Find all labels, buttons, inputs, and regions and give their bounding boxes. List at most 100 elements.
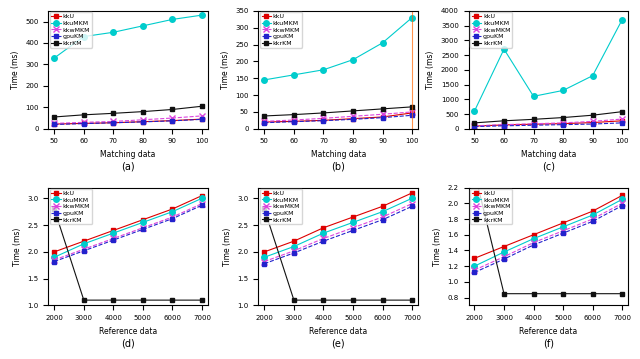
- kkuMKM: [139, 220, 147, 224]
- X-axis label: Matching data: Matching data: [100, 150, 156, 159]
- gpuKM: [559, 231, 567, 235]
- kkrKM: [109, 298, 117, 302]
- kkrKM: [349, 298, 357, 302]
- gpuKM: [51, 259, 58, 264]
- gpuKM: [349, 228, 357, 233]
- kkuMKM: [618, 197, 626, 201]
- kkU: [80, 121, 88, 126]
- kkuMKM: [139, 24, 147, 28]
- kkwMKM: [260, 259, 268, 264]
- Line: kkwMKM: kkwMKM: [51, 201, 205, 263]
- kkuMKM: [470, 109, 478, 113]
- Line: kkU: kkU: [472, 119, 624, 128]
- kkrKM: [290, 298, 298, 302]
- kkrKM: [139, 298, 147, 302]
- kkuMKM: [530, 94, 538, 98]
- kkU: [589, 209, 596, 213]
- gpuKM: [80, 121, 88, 126]
- Line: kkU: kkU: [52, 117, 204, 126]
- kkuMKM: [618, 18, 626, 22]
- kkwMKM: [198, 114, 206, 118]
- gpuKM: [408, 204, 416, 209]
- gpuKM: [379, 116, 387, 120]
- kkuMKM: [290, 73, 298, 77]
- Legend: kkU, kkuMKM, kkwMKM, gpuKM, kkrKM: kkU, kkuMKM, kkwMKM, gpuKM, kkrKM: [470, 12, 512, 48]
- kkU: [618, 193, 626, 197]
- kkrKM: [319, 111, 327, 115]
- kkU: [379, 115, 387, 119]
- kkrKM: [168, 298, 176, 302]
- kkwMKM: [530, 241, 538, 245]
- kkU: [500, 123, 508, 127]
- kkU: [319, 225, 327, 230]
- kkuMKM: [198, 13, 206, 17]
- kkwMKM: [260, 119, 268, 123]
- Line: kkU: kkU: [52, 194, 204, 254]
- kkU: [589, 120, 596, 125]
- kkuMKM: [379, 210, 387, 214]
- Text: (f): (f): [543, 339, 554, 349]
- kkrKM: [618, 109, 626, 114]
- kkrKM: [379, 298, 387, 302]
- kkrKM: [319, 298, 327, 302]
- Y-axis label: Time (ms): Time (ms): [223, 227, 232, 266]
- kkwMKM: [198, 201, 206, 206]
- kkwMKM: [290, 249, 298, 253]
- kkuMKM: [80, 34, 88, 39]
- gpuKM: [198, 117, 206, 121]
- kkU: [349, 215, 357, 219]
- Line: kkrKM: kkrKM: [262, 105, 414, 118]
- kkU: [530, 233, 538, 237]
- kkrKM: [198, 104, 206, 108]
- kkU: [109, 121, 117, 125]
- kkU: [139, 120, 147, 124]
- kkwMKM: [319, 116, 327, 121]
- kkU: [408, 191, 416, 195]
- gpuKM: [51, 122, 58, 127]
- X-axis label: Reference data: Reference data: [519, 327, 577, 336]
- X-axis label: Matching data: Matching data: [310, 150, 366, 159]
- kkuMKM: [319, 67, 327, 72]
- kkU: [168, 207, 176, 211]
- Line: kkrKM: kkrKM: [472, 170, 624, 296]
- Line: kkuMKM: kkuMKM: [472, 197, 625, 269]
- kkwMKM: [589, 217, 596, 221]
- kkuMKM: [379, 41, 387, 45]
- kkrKM: [80, 113, 88, 117]
- kkrKM: [500, 292, 508, 296]
- Line: kkU: kkU: [262, 191, 414, 254]
- kkrKM: [470, 170, 478, 174]
- gpuKM: [618, 204, 626, 208]
- kkrKM: [500, 118, 508, 123]
- kkuMKM: [51, 255, 58, 260]
- kkwMKM: [618, 117, 626, 121]
- gpuKM: [349, 117, 357, 121]
- kkwMKM: [530, 122, 538, 126]
- kkuMKM: [349, 220, 357, 224]
- kkU: [349, 117, 357, 121]
- Text: (a): (a): [122, 162, 135, 172]
- gpuKM: [139, 227, 147, 232]
- kkrKM: [290, 112, 298, 117]
- Legend: kkU, kkuMKM, kkwMKM, gpuKM, kkrKM: kkU, kkuMKM, kkwMKM, gpuKM, kkrKM: [260, 189, 302, 224]
- kkU: [168, 118, 176, 123]
- gpuKM: [198, 203, 206, 208]
- gpuKM: [290, 120, 298, 124]
- kkrKM: [559, 115, 567, 120]
- kkU: [80, 239, 88, 243]
- X-axis label: Reference data: Reference data: [309, 327, 367, 336]
- kkwMKM: [80, 120, 88, 125]
- kkrKM: [51, 207, 58, 211]
- kkwMKM: [379, 215, 387, 219]
- kkU: [470, 124, 478, 128]
- gpuKM: [589, 122, 596, 126]
- kkrKM: [559, 292, 567, 296]
- kkwMKM: [139, 225, 147, 230]
- Line: kkuMKM: kkuMKM: [262, 15, 415, 83]
- gpuKM: [470, 125, 478, 129]
- Text: (b): (b): [332, 162, 345, 172]
- Y-axis label: Time (ms): Time (ms): [13, 227, 22, 266]
- kkU: [260, 250, 268, 254]
- Y-axis label: Time (ms): Time (ms): [433, 227, 442, 266]
- Line: gpuKM: gpuKM: [472, 121, 624, 129]
